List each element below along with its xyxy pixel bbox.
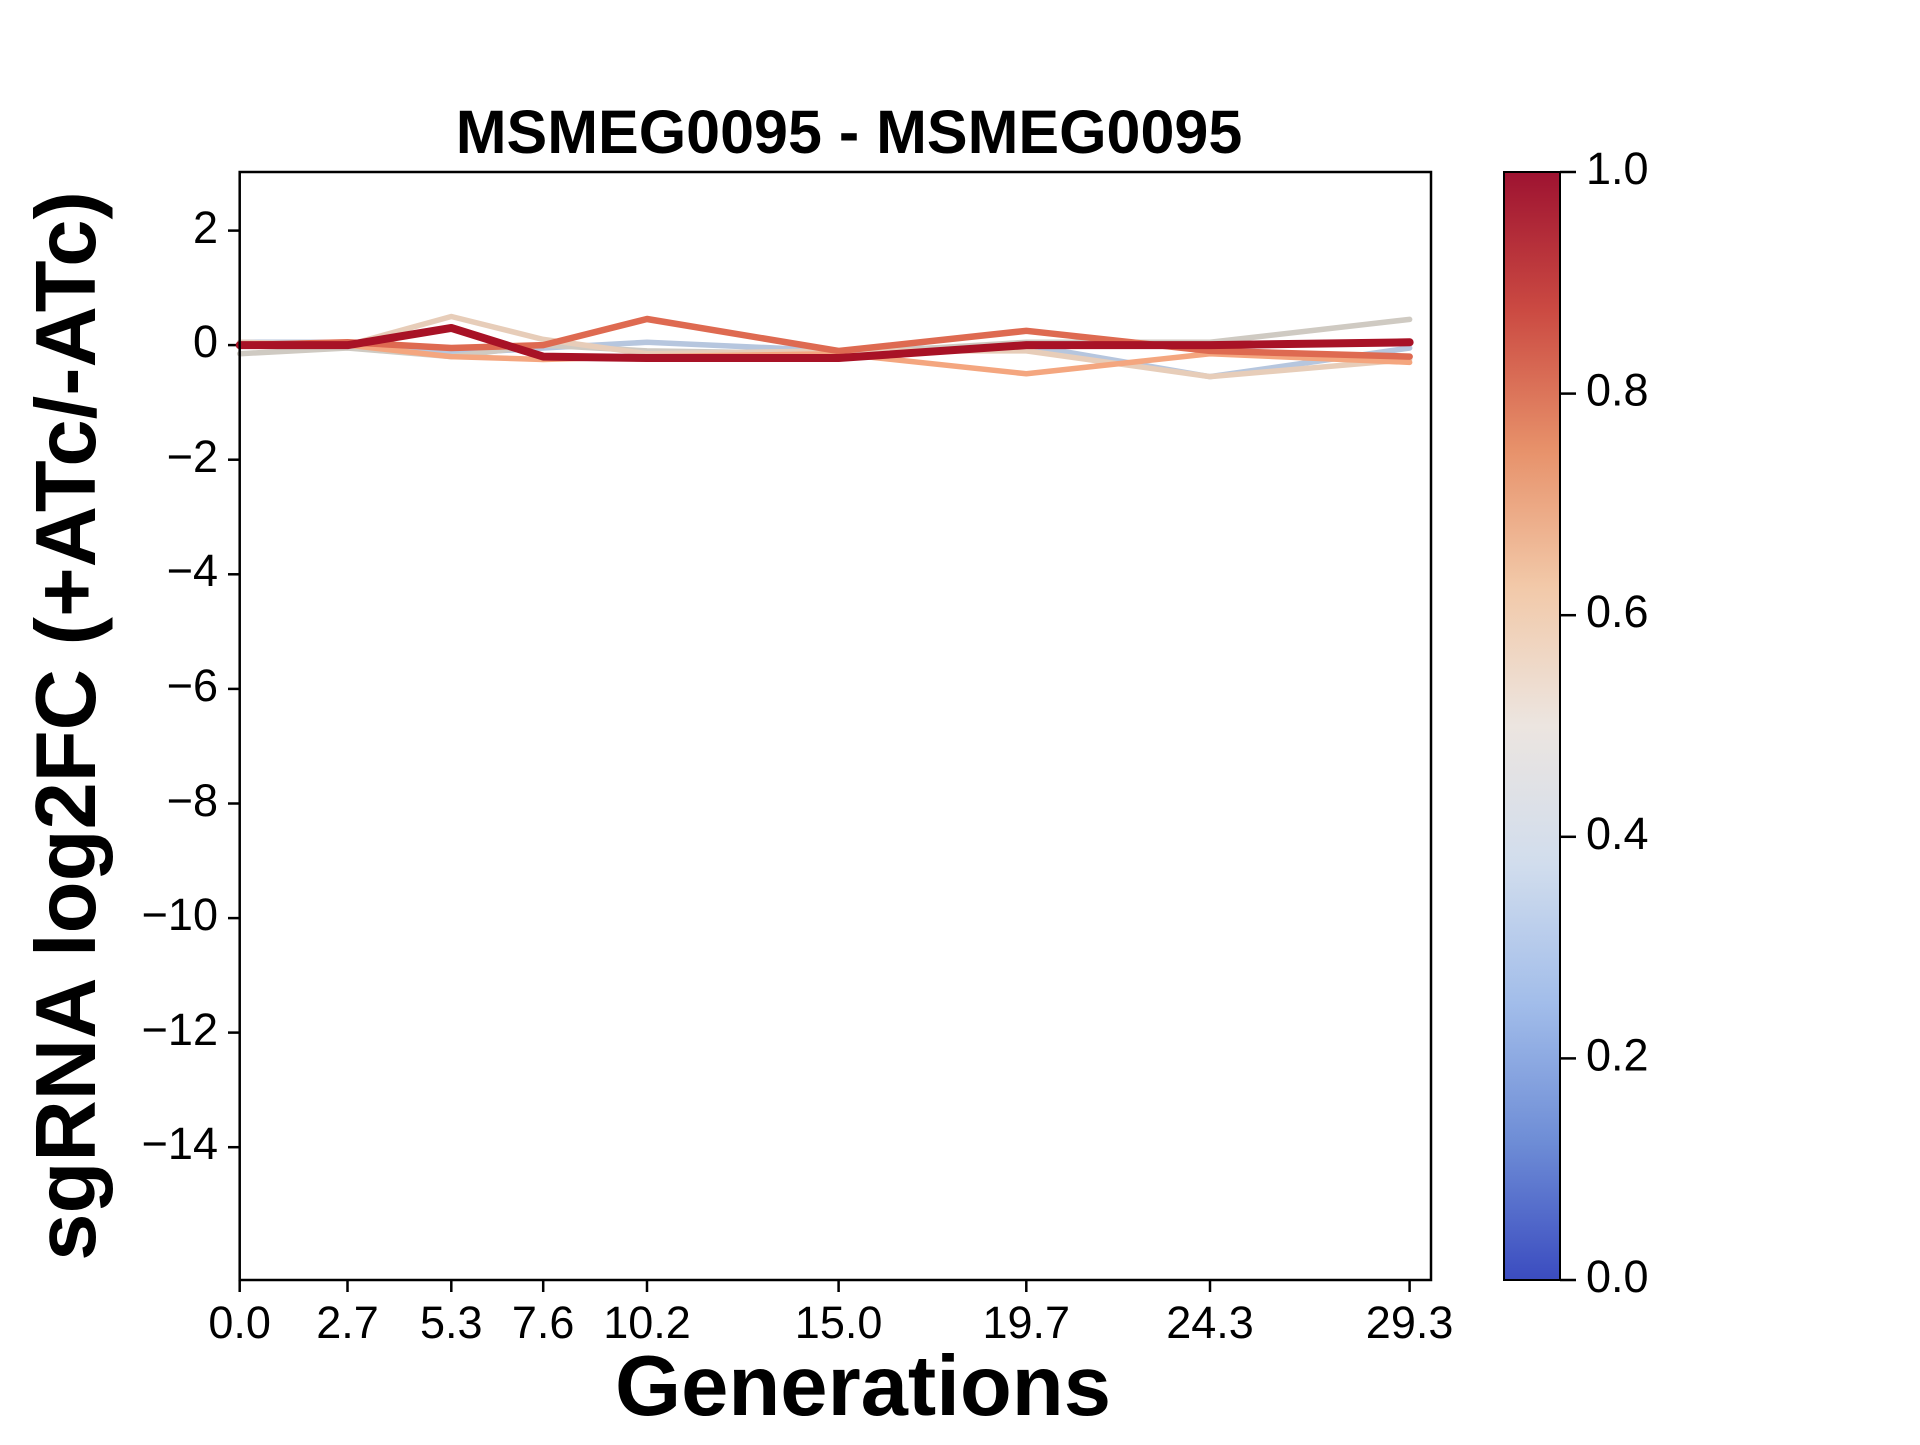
svg-text:sgRNA log2FC (+ATc/-ATc): sgRNA log2FC (+ATc/-ATc): [19, 191, 114, 1261]
svg-text:0.0: 0.0: [1586, 1251, 1649, 1302]
svg-text:−2: −2: [167, 431, 218, 482]
svg-text:0.6: 0.6: [1586, 586, 1649, 637]
svg-text:0.8: 0.8: [1586, 365, 1649, 416]
svg-text:−12: −12: [142, 1004, 218, 1055]
svg-text:1.0: 1.0: [1586, 143, 1649, 194]
svg-text:−6: −6: [167, 660, 218, 711]
svg-text:2.7: 2.7: [316, 1297, 379, 1348]
svg-text:−14: −14: [142, 1118, 218, 1169]
svg-text:29.3: 29.3: [1366, 1297, 1454, 1348]
svg-text:−4: −4: [167, 545, 218, 596]
svg-text:24.3: 24.3: [1166, 1297, 1254, 1348]
svg-text:Generations: Generations: [615, 1339, 1111, 1434]
svg-text:−10: −10: [142, 889, 218, 940]
svg-text:0.0: 0.0: [208, 1297, 271, 1348]
svg-text:0.4: 0.4: [1586, 808, 1649, 859]
svg-text:−8: −8: [167, 775, 218, 826]
svg-text:0: 0: [193, 316, 218, 367]
svg-text:MSMEG0095 - MSMEG0095: MSMEG0095 - MSMEG0095: [456, 98, 1243, 166]
svg-text:0.2: 0.2: [1586, 1029, 1649, 1080]
svg-text:5.3: 5.3: [420, 1297, 483, 1348]
svg-text:2: 2: [193, 202, 218, 253]
svg-text:7.6: 7.6: [512, 1297, 575, 1348]
